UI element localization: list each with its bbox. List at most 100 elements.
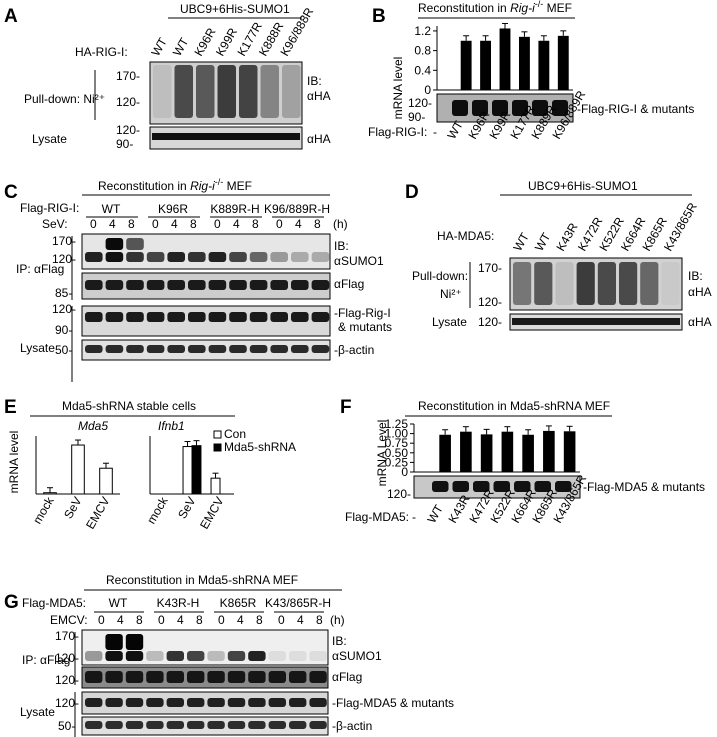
panel-d-mw-120: 120- [478, 295, 502, 309]
panel-g-mw-120: 120- [55, 651, 79, 665]
panel-b-bar [480, 40, 492, 90]
panel-d-lys-mw: 120- [478, 315, 502, 329]
panel-c-row-label: Flag-RIG-I: [20, 201, 79, 215]
panel-a-pulldown-label: Pull-down: Ni²⁺ [24, 92, 105, 106]
panel-g-row-label: Flag-MDA5: [22, 596, 86, 610]
panel-a-header: UBC9+6His-SUMO1 [180, 2, 290, 16]
panel-g-group-label: K865R [220, 596, 257, 610]
panel-g-timepoint: 8 [136, 613, 143, 627]
panel-f-mw: 120- [387, 487, 411, 501]
panel-c-lys2: -β-actin [334, 343, 374, 357]
panel-f-ytick: 0.75 [385, 436, 409, 450]
panel-a-ib: IB: [307, 74, 322, 88]
panel-e-legend-sh: Mda5-shRNA [224, 440, 296, 454]
panel-c-hours: (h) [333, 217, 348, 231]
panel-g-timepoint: 8 [196, 613, 203, 627]
panel-b-title: Reconstitution in Rig-i-/- MEF [418, 0, 572, 15]
panel-g-lys1: -Flag-MDA5 & mutants [332, 696, 454, 710]
panel-e-mda5-xtick: mock [30, 494, 57, 527]
panel-c-timepoint: 8 [128, 217, 135, 231]
panel-e-legend-con-swatch [213, 430, 222, 439]
panel-c-ip-flag-blot [81, 272, 331, 300]
panel-f-ytick: 1.25 [385, 417, 409, 431]
panel-c-ab2: αFlag [334, 277, 364, 291]
panel-e: E Mda5-shRNA stable cells mRNA level Mda… [4, 397, 296, 532]
panel-g-timepoint: 0 [158, 613, 165, 627]
panel-g-lys2: -β-actin [332, 719, 372, 733]
panel-f: F Reconstitution in Mda5-shRNA MEF mRNA … [340, 397, 705, 526]
panel-d-lysate-label: Lysate [432, 315, 467, 329]
panel-g-timepoint: 8 [256, 613, 263, 627]
panel-g-lysate-label: Lysate [20, 705, 55, 719]
panel-g-ip-flag-blot [81, 666, 329, 689]
panel-d-row-label: HA-MDA5: [437, 229, 494, 243]
panel-b-bar [460, 40, 472, 90]
panel-c-group-label: K889R-H [210, 202, 259, 216]
panel-e-mda5-bar [71, 444, 85, 495]
panel-e-title: Mda5-shRNA stable cells [62, 399, 196, 413]
panel-f-ylabel: mRNA Level [375, 420, 389, 487]
panel-g-ab1: αSUMO1 [332, 649, 382, 663]
panel-f-bar [439, 434, 451, 472]
panel-g-letter: G [4, 592, 19, 613]
panel-f-row-label: Flag-MDA5: [345, 510, 409, 524]
panel-f-chart: 1.251.000.750.500.250 [385, 417, 580, 479]
panel-e-ifnb1-bar [182, 446, 193, 495]
panel-g-timepoint: 8 [316, 613, 323, 627]
panel-c-mw-85: 85- [55, 286, 72, 300]
panel-f-ytick: 0.50 [385, 446, 409, 460]
panel-e-ifnb1-bar [191, 445, 202, 495]
panel-e-legend-sh-swatch [213, 443, 222, 452]
panel-c-actin-blot [81, 339, 331, 361]
panel-c-timepoint: 4 [109, 217, 116, 231]
panel-d-header: UBC9+6His-SUMO1 [528, 179, 638, 193]
panel-e-mda5-bar [43, 492, 57, 495]
panel-b-blot-label: -Flag-RIG-I & mutants [577, 102, 694, 116]
panel-g-group-label: WT [109, 596, 128, 610]
panel-g-hours: (h) [330, 613, 345, 627]
panel-c-groups: WT K96R K889R-H K96/889R-H [86, 202, 330, 218]
panel-c-group-label: K96R [158, 202, 188, 216]
panel-f-bar [480, 434, 493, 472]
panel-f-blot-label: -Flag-MDA5 & mutants [583, 480, 705, 494]
panel-g-groups: WT K43R-H K865R K43/865R-H [94, 596, 331, 613]
panel-c-ip-sumo-blot [81, 233, 331, 270]
panel-g-group-label: K43/865R-H [265, 596, 331, 610]
panel-c-lys-mw-120: 120- [52, 302, 76, 316]
panel-b-bar [538, 40, 550, 90]
panel-e-ylabel: mRNA level [7, 431, 21, 494]
panel-a-mw-120: 120- [116, 95, 140, 109]
panel-g-timepoint: 0 [278, 613, 285, 627]
panel-a-lane-label: WT [148, 35, 170, 59]
panel-a-mw-170: 170- [116, 69, 140, 83]
panel-c: C Reconstitution in Rig-i-/- MEF Flag-RI… [4, 177, 392, 382]
panel-a-lys-mw-90: 90- [116, 137, 133, 151]
panel-f-title: Reconstitution in Mda5-shRNA MEF [418, 399, 610, 413]
panel-e-letter: E [4, 397, 17, 418]
panel-c-time-label: SeV: [42, 217, 68, 231]
panel-f-ytick: 0 [401, 465, 408, 479]
panel-g-mw-170: 170- [55, 629, 79, 643]
panel-b-ytick: 1.2 [414, 24, 431, 38]
panel-c-lys-mw-90: 90- [55, 323, 72, 337]
panel-e-mda5-xtick: EMCV [83, 495, 112, 532]
panel-b-ytick: 0 [424, 83, 431, 97]
panel-d-pulldown2: Ni²⁺ [440, 287, 462, 301]
panel-b-bar [557, 35, 569, 90]
panel-c-group-label: K96/889R-H [264, 202, 330, 216]
panel-e-legend-con: Con [224, 427, 246, 441]
panel-f-ytick: 0.25 [385, 455, 409, 469]
panel-c-letter: C [4, 182, 18, 203]
panel-f-bar [460, 431, 472, 472]
panel-c-title: Reconstitution in Rig-i-/- MEF [98, 177, 252, 193]
panel-g-mw-flag: 120- [55, 673, 79, 687]
panel-c-ip-label: IP: αFlag [16, 262, 64, 276]
panel-e-mda5-bar [99, 467, 113, 495]
panel-e-ifnb1-bar [210, 477, 221, 495]
panel-b-mw-90: 90- [408, 110, 425, 124]
panel-b-mw-120: 120- [408, 96, 432, 110]
panel-e-ifnb1-xtick: EMCV [197, 495, 226, 532]
panel-b-row-label: Flag-RIG-I: [368, 125, 427, 139]
panel-g-timepoint: 4 [237, 613, 244, 627]
